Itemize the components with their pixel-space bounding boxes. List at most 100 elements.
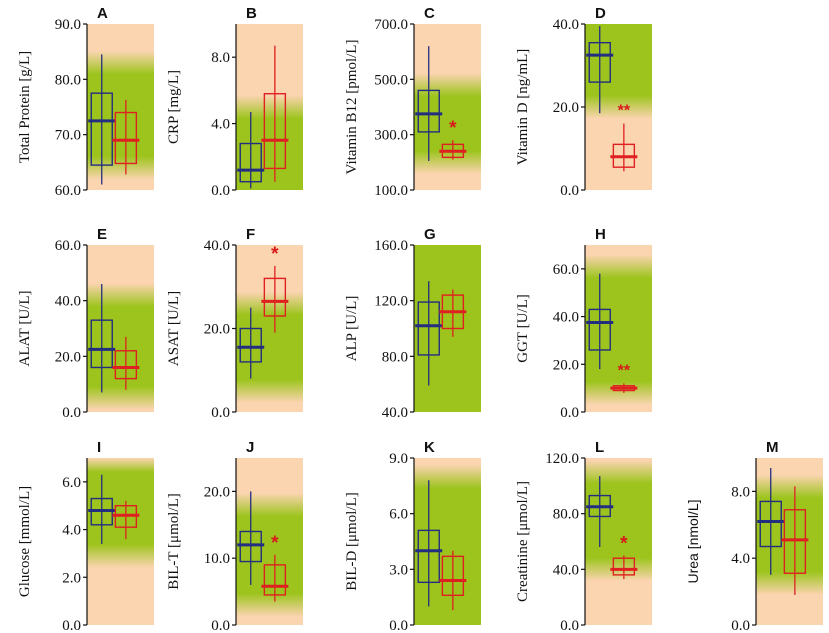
box-group-1 [88,54,116,185]
tick-label: 20.0 [55,349,81,365]
box-group-1 [415,46,443,161]
tick-label: 4.0 [731,551,750,567]
y-axis-label-M: Urea [nmol/L] [685,499,701,583]
reference-range-band-E [87,245,154,412]
panel-letter-E: E [97,226,107,243]
tick-label: 0.0 [731,618,750,633]
tick-label: 40.0 [553,562,579,578]
tick-label: 700.0 [374,17,408,33]
tick-label: 10.0 [204,551,230,567]
tick-label: 80.0 [382,349,408,365]
box-group-1 [237,111,265,189]
tick-label: 0.0 [560,405,579,421]
box [90,92,113,166]
panel-letter-J: J [246,439,254,456]
panel-letter-D: D [595,5,606,22]
box-group-2 [439,550,467,611]
tick-label: 60.0 [55,183,81,199]
tick-label: 100.0 [374,183,408,199]
box [263,277,287,317]
reference-range-band-M [756,458,823,625]
box [588,308,611,351]
box-group-2 [781,486,809,595]
box-group-1 [88,474,116,544]
tick-label: 20.0 [204,322,230,338]
tick-label: 40.0 [553,17,579,33]
significance-marker: ** [618,103,631,120]
box [759,500,782,548]
box-group-2 [439,140,467,160]
tick-label: 70.0 [55,128,81,144]
box [588,41,611,83]
box-group-1 [586,476,614,548]
panel-A: 60.0 70.0 80.0 90.0 Total Protein [g/L] A [17,5,154,199]
tick-label: 160.0 [374,238,408,254]
tick-label: 0.0 [389,618,408,633]
box [114,350,138,380]
reference-range-band-J [236,458,303,625]
box [90,319,113,369]
box-group-1 [88,283,116,393]
tick-label: 40.0 [55,294,81,310]
tick-label: 6.0 [389,507,408,523]
reference-range-band-A [87,24,154,190]
box [417,301,440,356]
tick-label: 9.0 [389,451,408,467]
tick-label: 0.0 [560,183,579,199]
tick-label: 0.0 [62,405,81,421]
y-axis-label-F: ASAT [U/L] [166,291,182,366]
tick-label: 20.0 [553,357,579,373]
panel-letter-A: A [97,5,108,22]
box [239,530,262,563]
panel-H: 0.0 20.0 40.0 60.0 GGT [U/L] H ** [515,226,652,421]
tick-label: 90.0 [55,17,81,33]
tick-label: 0.0 [62,618,81,633]
panel-B: 0.0 4.0 8.0 CRP [mg/L] B [166,5,303,199]
panel-letter-F: F [246,226,255,243]
panel-letter-H: H [595,226,606,243]
box [441,555,465,597]
box-group-2 [439,289,467,337]
tick-label: 20.0 [553,100,579,116]
box [263,93,287,170]
reference-range-band-L [585,458,652,625]
tick-label: 60.0 [553,262,579,278]
box [612,557,636,576]
reference-range-band-D [585,24,652,190]
box-group-2 [112,99,140,175]
panel-J: 0.0 10.0 20.0 BIL-T [μmol/L] J * [166,439,303,633]
panel-C: 100.0 300.0 500.0 700.0 Vitamin B12 [pmol/L]… [344,5,481,199]
y-axis-label-J: BIL-T [μmol/L] [166,493,182,590]
tick-label: 40.0 [204,238,230,254]
reference-range-band-I [87,458,154,625]
tick-label: 80.0 [553,507,579,523]
tick-label: 0.0 [211,618,230,633]
box [417,89,440,133]
tick-label: 20.0 [204,484,230,500]
box [263,564,287,596]
box-group-1 [586,26,614,114]
box-group-1 [415,480,443,607]
tick-label: 40.0 [382,405,408,421]
tick-label: 8.0 [211,50,230,66]
panel-letter-B: B [246,5,257,22]
tick-label: 120.0 [545,451,579,467]
significance-marker: ** [618,362,631,379]
significance-marker: * [620,533,628,554]
tick-label: 2.0 [62,570,81,586]
box-group-2 [610,383,638,393]
box-group-2 [261,265,289,333]
panel-M: 0.0 4.0 8.0 Urea [nmol/L] M [685,439,823,633]
panel-letter-G: G [424,226,436,243]
box-group-1 [237,307,265,379]
box-group-1 [586,273,614,370]
box-group-2 [261,554,289,602]
tick-label: 0.0 [560,618,579,633]
panel-F: 0.0 20.0 40.0 ASAT [U/L] F * [166,226,303,421]
y-axis-label-B: CRP [mg/L] [166,70,182,144]
box [114,111,138,165]
box [783,509,807,574]
reference-range-band-B [236,24,303,190]
box-group-1 [415,281,443,386]
